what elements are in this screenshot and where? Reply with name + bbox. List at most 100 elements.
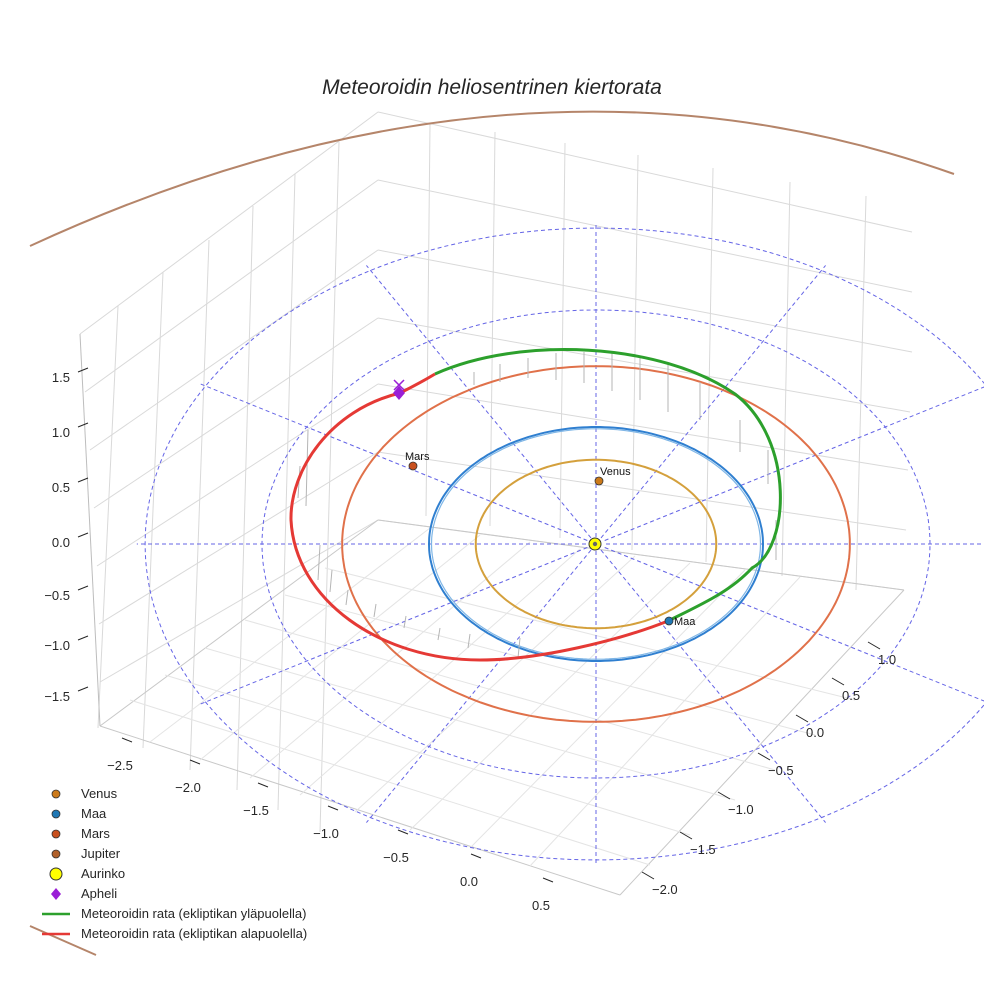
reference-radial-line (366, 549, 592, 823)
floor-gridline (164, 674, 691, 836)
legend-meteoroidin-rata-ekliptikan-yl-puolella-label: Meteoroidin rata (ekliptikan yläpuolella… (81, 906, 306, 921)
y-tick-mark (831, 677, 845, 686)
mars-label: Mars (405, 451, 430, 463)
y-tick-label: −1.0 (728, 802, 754, 817)
back-pane-hline (377, 249, 913, 353)
z-tick-label: 1.5 (52, 370, 70, 385)
left-pane-vline (236, 205, 254, 791)
planet-orbits (29, 110, 955, 956)
height-stem (403, 615, 407, 629)
back-pane-hline (377, 317, 911, 413)
z-tick-label: −0.5 (44, 588, 70, 603)
x-tick-mark (327, 805, 339, 811)
floor-edge (619, 589, 905, 896)
y-tick-mark (867, 641, 881, 650)
back-pane-hline (377, 179, 913, 293)
height-stem (329, 569, 333, 593)
legend-mars-label: Mars (81, 826, 110, 841)
y-tick-label: −0.5 (768, 763, 794, 778)
left-pane-vline (319, 141, 340, 833)
legend-meteoroidin-rata-ekliptikan-alapuolella-label: Meteoroidin rata (ekliptikan alapuolella… (81, 926, 307, 941)
left-pane-hline (93, 317, 379, 509)
legend-jupiter-marker (51, 849, 61, 859)
x-tick-mark (542, 877, 554, 883)
floor-edge (377, 519, 905, 591)
floor-edge (99, 725, 621, 896)
left-pane-vline (189, 239, 210, 771)
legend-apheli-marker (51, 888, 61, 900)
legend-maa-label: Maa (81, 806, 107, 821)
body-markers: Venus Maa Mars (393, 379, 696, 628)
floor-gridline (354, 555, 636, 813)
reference-grid (136, 222, 984, 866)
z-tick-label: 1.0 (52, 425, 70, 440)
x-tick-label: 0.0 (460, 874, 478, 889)
chart-title: Meteoroidin heliosentrinen kiertorata (322, 76, 662, 99)
y-tick-label: 0.0 (806, 725, 824, 740)
back-pane-hline (377, 383, 909, 471)
legend-jupiter-label: Jupiter (81, 846, 121, 861)
x-tick-label: −2.5 (107, 758, 133, 773)
back-pane-vline (489, 131, 496, 527)
back-pane-vline (705, 167, 714, 563)
height-stem (317, 544, 321, 581)
left-pane-vline (277, 173, 296, 811)
height-stem (345, 589, 349, 606)
z-tick-mark (77, 532, 89, 538)
orbit-venus (474, 458, 718, 630)
left-pane-hline (98, 451, 379, 625)
left-pane-hline (84, 179, 379, 393)
legend-aurinko-marker (49, 867, 63, 881)
height-stem (373, 603, 377, 618)
height-stem (437, 627, 441, 641)
back-pane-vline (781, 181, 791, 577)
y-tick-mark (717, 791, 731, 800)
orbit-maa (427, 426, 764, 662)
back-pane-hline (377, 111, 913, 233)
floor-gridline (324, 567, 856, 701)
floor-gridline (129, 699, 651, 866)
y-tick-label: −2.0 (652, 882, 678, 897)
orbit-maa-inner (430, 428, 762, 660)
trajectory-above-ecliptic (434, 348, 782, 623)
y-tick-mark (757, 752, 771, 761)
x-tick-label: −1.5 (243, 803, 269, 818)
y-tick-mark (795, 714, 809, 723)
x-tick-label: 0.5 (532, 898, 550, 913)
x-tick-mark (121, 737, 133, 743)
z-tick-label: 0.0 (52, 535, 70, 550)
floor-gridline (529, 576, 801, 867)
floor-gridline (284, 594, 816, 736)
apheli-marker (393, 386, 405, 400)
left-pane-hline (89, 249, 379, 451)
aurinko-center (592, 541, 598, 547)
maa-label: Maa (674, 616, 696, 628)
height-stem (305, 429, 309, 507)
legend-apheli-label: Apheli (81, 886, 117, 901)
floor-gridline (149, 527, 431, 743)
legend: Venus Maa Mars Jupiter Aurinko Apheli Meteoroi… (42, 786, 307, 941)
floor-edge (99, 519, 379, 727)
left-pane-hline (79, 111, 379, 335)
x-tick-mark (470, 853, 482, 859)
axis-ticks: 1.5 1.0 0.5 0.0 −0.5 −1.0 −1.5 −2.5 −2.0 −1.5 −1.0… (44, 367, 896, 913)
height-stem (517, 637, 521, 659)
back-pane-hline (377, 451, 907, 531)
x-tick-mark (397, 829, 409, 835)
z-tick-label: −1.0 (44, 638, 70, 653)
z-tick-mark (77, 422, 89, 428)
x-tick-mark (189, 759, 201, 765)
floor-gridline (469, 569, 746, 849)
z-tick-label: −1.5 (44, 689, 70, 704)
apheli-cross (393, 379, 405, 391)
x-tick-label: −1.0 (313, 826, 339, 841)
orbit-jupiter-arc (29, 110, 955, 247)
floor-gridline (299, 548, 581, 796)
z-tick-label: 0.5 (52, 480, 70, 495)
x-tick-mark (257, 782, 269, 788)
reference-radial-line (366, 265, 592, 539)
venus-marker (594, 476, 604, 486)
left-pane-vline (97, 305, 119, 729)
back-pane-vline (425, 123, 431, 517)
